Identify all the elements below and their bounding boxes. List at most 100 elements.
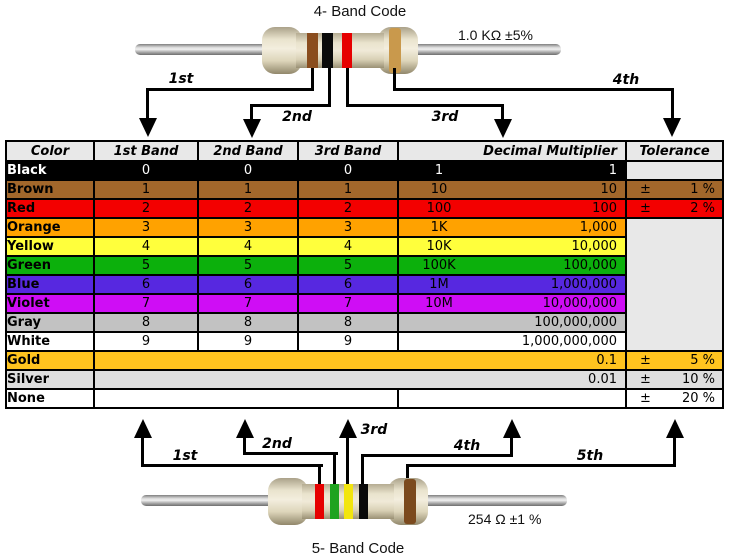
connector-line [346,68,349,107]
connector-line [361,454,364,485]
color-name-cell: Red [5,198,95,219]
table-row-white: White 9 9 9 1,000,000,000 [5,331,723,352]
connector-line [346,436,349,484]
connector-line [361,454,513,457]
arrow-up-icon [134,419,152,438]
tolerance-cell: ±5 % [625,350,724,371]
bands-empty-cell [93,388,399,409]
multiplier-cell: 100,000,000 [397,312,627,333]
multiplier-cell: 1,000,000,000 [397,331,627,352]
connector-line [393,88,674,91]
arrow-label-2nd-top: 2nd [282,109,312,125]
table-row-violet: Violet 7 7 7 10M 10,000,000 [5,293,723,314]
table-row-orange: Orange 3 3 3 1K 1,000 [5,217,724,352]
multiplier-cell: 10M 10,000,000 [397,293,627,314]
connector-line [333,452,336,485]
band3-cell: 0 [297,160,399,181]
band1-cell: 0 [93,160,199,181]
connector-line [311,68,314,91]
multiplier-cell: 10K 10,000 [397,236,627,257]
band2-cell: 3 [197,217,299,238]
band3-cell: 2 [297,198,399,219]
multiplier-cell: 1M 1,000,000 [397,274,627,295]
band-black [322,33,333,68]
connector-line [146,88,149,119]
band2-cell: 1 [197,179,299,200]
arrow-up-icon [236,419,254,438]
band2-cell: 9 [197,331,299,352]
band1-cell: 5 [93,255,199,276]
arrow-label-3rd-bottom: 3rd [360,422,388,438]
table-row-yellow: Yellow 4 4 4 10K 10,000 [5,236,723,257]
arrow-label-2nd-bottom: 2nd [262,436,292,452]
arrow-label-1st-top: 1st [168,71,194,87]
band2-cell: 8 [197,312,299,333]
resistor-body-end [262,27,302,74]
band2-cell: 4 [197,236,299,257]
column-header-1st-band: 1st Band [93,140,199,162]
band3-cell: 3 [297,217,399,238]
arrow-down-icon [139,118,157,137]
color-name-cell: Yellow [5,236,95,257]
arrow-label-4th-bottom: 4th [453,438,481,454]
band3-cell: 6 [297,274,399,295]
column-header-decimal-multiplier: Decimal Multiplier [397,140,627,162]
tolerance-cell: ±1 % [625,179,724,200]
band2-cell: 7 [197,293,299,314]
color-name-cell: Gray [5,312,95,333]
column-header-2nd-band: 2nd Band [197,140,299,162]
column-header-color: Color [5,140,95,162]
four-band-title: 4- Band Code [313,3,407,20]
five-band-title: 5- Band Code [311,540,405,557]
connector-line [243,436,246,455]
band-yellow [344,484,353,519]
band-red [315,484,324,519]
table-row-silver: Silver 0.01 ±10 % [5,369,724,390]
band1-cell: 6 [93,274,199,295]
table-row-none: None ±20 % [5,388,724,409]
arrow-down-icon [243,119,261,138]
connector-line [250,104,331,107]
table-row-gold: Gold 0.1 ±5 % [5,350,724,371]
band-green [330,484,339,519]
table-row-red: Red 2 2 2 100 100 ±2 % [5,198,724,219]
color-name-cell: Black [5,160,95,181]
four-band-value-label: 1.0 KΩ ±5% [458,27,533,43]
band1-cell: 1 [93,179,199,200]
arrow-up-icon [503,419,521,438]
color-name-cell: Gold [5,350,95,371]
band1-cell: 9 [93,331,199,352]
column-header-tolerance: Tolerance [625,140,724,162]
band-red [342,33,352,68]
tolerance-cell: ±10 % [625,369,724,390]
multiplier-cell [397,388,627,409]
color-name-cell: Brown [5,179,95,200]
column-header-3rd-band: 3rd Band [297,140,399,162]
connector-line [146,88,314,91]
band2-cell: 5 [197,255,299,276]
tolerance-cell [625,160,724,181]
resistor-body-end [268,478,308,525]
five-band-value-label: 254 Ω ±1 % [468,511,542,527]
arrow-label-1st-bottom: 1st [172,448,198,464]
connector-line [406,464,409,485]
band3-cell: 1 [297,179,399,200]
band3-cell: 4 [297,236,399,257]
band1-cell: 2 [93,198,199,219]
color-name-cell: Silver [5,369,95,390]
connector-line [318,464,321,485]
tolerance-cell: ±2 % [625,198,724,219]
connector-line [673,436,676,467]
arrow-label-3rd-top: 3rd [431,109,459,125]
table-row-brown: Brown 1 1 1 10 10 ±1 % [5,179,724,200]
arrow-up-icon [339,419,357,438]
arrow-label-4th-top: 4th [612,72,640,88]
header-row: Color 1st Band 2nd Band 3rd Band Decimal… [5,140,724,162]
multiplier-merged-cell: 0.01 [93,369,627,390]
color-code-table: Color 1st Band 2nd Band 3rd Band Decimal… [5,140,724,409]
tolerance-merged-cell [625,217,724,352]
connector-line [510,436,513,457]
